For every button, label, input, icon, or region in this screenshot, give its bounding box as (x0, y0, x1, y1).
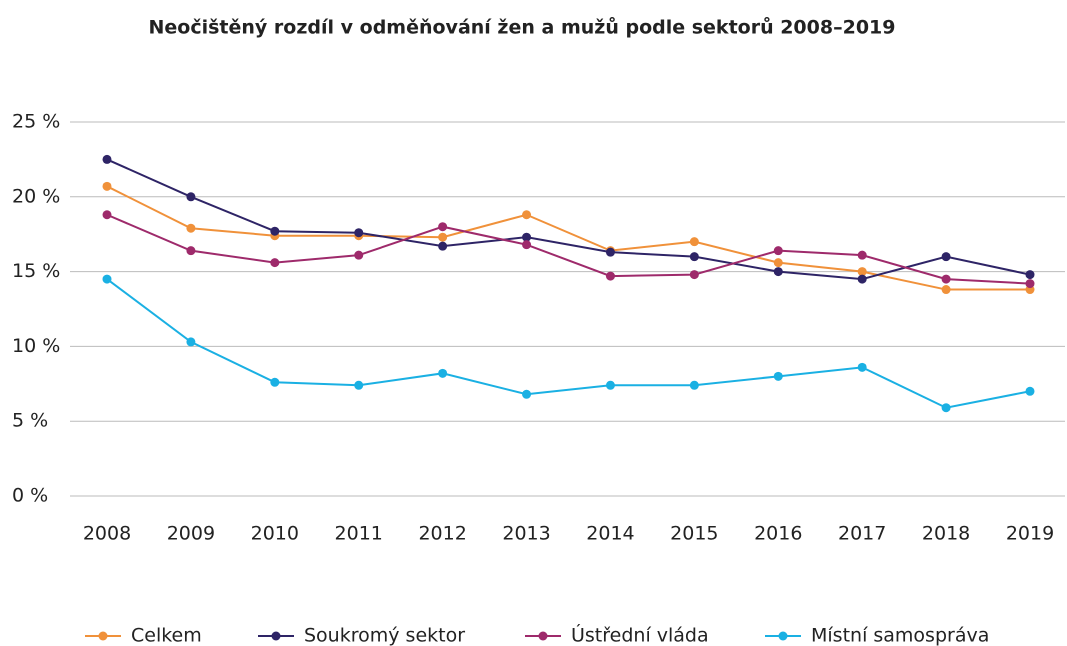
data-point (102, 181, 112, 191)
data-point (522, 210, 532, 220)
x-tick-label: 2012 (418, 523, 466, 545)
y-tick-label: 5 % (12, 410, 48, 432)
data-point (941, 285, 951, 295)
data-point (857, 267, 867, 277)
legend-label: Celkem (131, 625, 202, 646)
data-point (354, 250, 364, 260)
series-line (106, 158, 1031, 281)
x-tick-label: 2010 (251, 523, 299, 545)
data-point (186, 192, 196, 202)
data-point (102, 274, 112, 284)
data-point (522, 232, 532, 242)
data-point (773, 267, 783, 277)
legend-label: Ústřední vláda (571, 623, 709, 646)
data-point (689, 237, 699, 247)
chart-title: Neočištěný rozdíl v odměňování žen a muž… (149, 16, 896, 39)
x-tick-label: 2011 (335, 523, 383, 545)
data-point (438, 232, 448, 242)
data-point (941, 252, 951, 262)
x-tick-label: 2019 (1006, 523, 1054, 545)
data-point (941, 403, 951, 413)
data-point (605, 247, 615, 257)
data-point (773, 246, 783, 256)
data-point (773, 258, 783, 268)
data-point (773, 371, 783, 381)
x-tick-label: 2008 (83, 523, 131, 545)
data-point (102, 210, 112, 220)
data-point (941, 274, 951, 284)
data-point (186, 246, 196, 256)
data-point (270, 377, 280, 387)
data-point (270, 226, 280, 236)
data-point (857, 362, 867, 372)
y-tick-label: 15 % (12, 260, 60, 282)
data-point (522, 389, 532, 399)
y-tick-label: 25 % (12, 111, 60, 133)
data-point (1025, 279, 1035, 289)
data-point (354, 380, 364, 390)
x-tick-label: 2016 (754, 523, 802, 545)
data-point (186, 223, 196, 233)
data-point (1025, 270, 1035, 280)
data-point (270, 258, 280, 268)
legend-label: Místní samospráva (811, 625, 989, 646)
data-point (438, 241, 448, 251)
legend-marker (98, 631, 108, 641)
data-point (689, 252, 699, 262)
x-tick-label: 2015 (670, 523, 718, 545)
x-tick-label: 2013 (502, 523, 550, 545)
y-tick-label: 10 % (12, 335, 60, 357)
x-tick-label: 2009 (167, 523, 215, 545)
data-point (438, 222, 448, 232)
data-point (857, 274, 867, 284)
data-point (186, 337, 196, 347)
data-point (1025, 386, 1035, 396)
data-point (689, 270, 699, 280)
data-point (605, 380, 615, 390)
data-point (438, 368, 448, 378)
legend-label: Soukromý sektor (304, 625, 465, 646)
legend-marker (271, 631, 281, 641)
data-point (689, 380, 699, 390)
y-tick-label: 0 % (12, 485, 48, 507)
data-point (102, 154, 112, 164)
data-point (522, 240, 532, 250)
data-point (354, 228, 364, 238)
series-line (106, 213, 1031, 285)
x-tick-label: 2018 (922, 523, 970, 545)
data-point (605, 271, 615, 281)
legend-marker (538, 631, 548, 641)
data-point (857, 250, 867, 260)
x-tick-label: 2017 (838, 523, 886, 545)
y-tick-label: 20 % (12, 185, 60, 207)
series-line (106, 185, 1030, 291)
x-tick-label: 2014 (586, 523, 634, 545)
series-line (106, 278, 1031, 409)
legend-marker (778, 631, 788, 641)
